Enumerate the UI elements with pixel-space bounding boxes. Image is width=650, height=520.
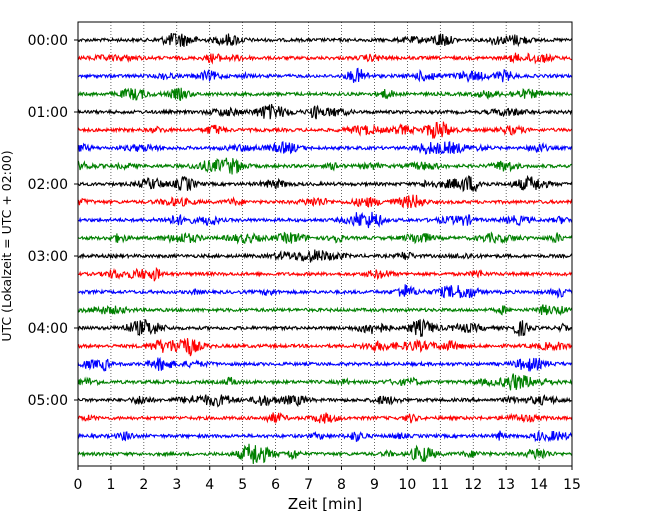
trace-line xyxy=(77,174,573,193)
trace-line xyxy=(77,52,573,65)
x-tick-label: 3 xyxy=(172,477,181,493)
trace-line xyxy=(77,304,573,317)
x-tick-label: 14 xyxy=(530,477,548,493)
trace-line xyxy=(77,430,573,443)
x-axis-label: Zeit [min] xyxy=(288,495,362,513)
trace-line xyxy=(77,121,573,139)
trace-line xyxy=(77,284,573,299)
trace-line xyxy=(77,318,573,337)
trace-line xyxy=(77,412,573,425)
y-tick-label: 05:00 xyxy=(28,393,68,409)
y-tick-label: 02:00 xyxy=(28,177,68,193)
trace-line xyxy=(77,337,573,357)
trace-line xyxy=(77,266,573,282)
y-tick-label: 01:00 xyxy=(28,105,68,121)
y-axis-label: UTC (Lokalzeit = UTC + 02:00) xyxy=(0,150,14,341)
x-grid xyxy=(110,22,540,466)
x-tick-label: 12 xyxy=(464,477,482,493)
x-tick-label: 7 xyxy=(304,477,313,493)
x-tick-label: 10 xyxy=(398,477,416,493)
trace-line xyxy=(77,140,573,155)
trace-line xyxy=(77,231,573,245)
x-tick-label: 5 xyxy=(238,477,247,493)
x-tick-label: 9 xyxy=(370,477,379,493)
x-tick-label: 8 xyxy=(337,477,346,493)
x-tick-label: 6 xyxy=(271,477,280,493)
y-tick-label: 03:00 xyxy=(28,249,68,265)
x-tick-label: 0 xyxy=(74,477,83,493)
trace-line xyxy=(77,33,573,48)
x-tick-label: 4 xyxy=(205,477,214,493)
trace-line xyxy=(77,443,573,465)
trace-line xyxy=(77,373,573,391)
trace-line xyxy=(77,356,573,373)
trace-line xyxy=(77,194,573,209)
x-tick-label: 2 xyxy=(139,477,148,493)
x-tick-label: 15 xyxy=(563,477,581,493)
x-tick-label: 13 xyxy=(497,477,515,493)
plot-frame xyxy=(77,21,573,467)
trace-line xyxy=(77,103,573,120)
x-tick-label: 11 xyxy=(431,477,449,493)
trace-line xyxy=(77,249,573,263)
y-axis: 00:00 01:00 02:00 03:00 04:00 05:00 xyxy=(28,33,78,409)
trace-line xyxy=(77,211,573,229)
x-tick-label: 1 xyxy=(106,477,115,493)
y-tick-label: 04:00 xyxy=(28,321,68,337)
trace-line xyxy=(77,87,573,102)
trace-group xyxy=(77,33,573,465)
trace-line xyxy=(77,157,573,175)
trace-line xyxy=(77,394,573,408)
x-axis: 0 1 2 3 4 5 6 7 8 9 10 11 12 13 14 15 xyxy=(74,466,581,493)
trace-line xyxy=(77,67,573,84)
y-tick-label: 00:00 xyxy=(28,33,68,49)
